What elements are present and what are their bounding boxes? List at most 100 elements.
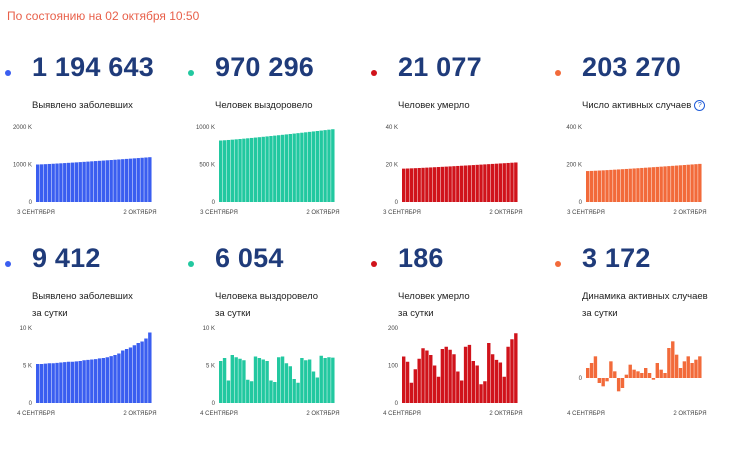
chart-bar [307,359,312,403]
chart-bar [39,364,44,403]
chart-bar [429,355,433,403]
y-tick-label: 0 [395,401,399,407]
stat-value: 1 194 643 [32,52,154,82]
chart-bar [55,362,59,403]
chart-bar [97,160,102,202]
stat-card: 9 412 Выявлено заболевших за сутки 0 5 K 10 K… [2,243,177,433]
y-tick-label: 0 [212,200,216,206]
chart-bar [269,380,273,403]
chart-bar [284,363,289,403]
chart-bar [502,163,506,202]
chart-bar [331,357,335,404]
chart-bar [97,358,102,404]
bar-chart: 0 100 200 4 СЕНТЯБРЯ 2 ОКТЯБРЯ [383,326,522,417]
chart-bar [452,354,456,403]
chart-bar [230,355,234,403]
chart-bar [327,357,331,403]
stat-card: 203 270 Число активных случаев? 0 200 K 400 … [552,52,727,242]
stat-label-line: Человека выздоровело [215,291,319,302]
chart-bar [128,347,133,403]
chart-bar [47,163,51,202]
chart-bar [280,356,285,403]
chart-bar [659,166,663,202]
x-tick-label: 3 СЕНТЯБРЯ [200,210,238,216]
timestamp: По состоянию на 02 октября 10:50 [7,9,200,23]
chart-bar [490,163,495,202]
chart-bar [510,339,514,403]
chart-bar [140,157,144,202]
chart-bar [601,170,605,202]
chart-bar [101,358,106,403]
chart-bar [94,161,98,202]
x-tick-label: 4 СЕНТЯБРЯ [567,411,605,417]
chart-bar [640,167,644,202]
chart-bar [323,358,327,403]
chart-bar [483,164,487,202]
chart-bar [620,378,625,388]
stat-label: Человек умерло [398,97,470,114]
chart-bar [651,378,656,380]
stat-label: Динамика активных случаев за сутки [582,288,708,322]
stat-label-line: за сутки [32,308,68,319]
chart-bar [323,130,327,202]
chart-bar [463,165,468,202]
y-tick-label: 500 K [199,163,215,169]
chart-bar [296,133,300,202]
chart-bar [90,359,94,403]
chart-bar [55,163,59,202]
chart-bar [66,361,71,403]
chart-bar [59,163,63,202]
chart-bar [432,167,437,202]
chart-bar [674,165,679,202]
chart-bar [74,361,79,403]
chart-bar [402,356,406,403]
stat-label-line: за сутки [215,308,251,319]
chart-bar [663,373,667,378]
chart-bar [460,380,464,403]
chart-bar [601,378,605,387]
bullet-icon [5,261,11,267]
chart-bar [230,139,234,202]
chart-bar [698,163,702,202]
chart-bar [694,164,698,202]
bar-chart: 0 4 СЕНТЯБРЯ 2 ОКТЯБРЯ [567,341,707,417]
chart-bar [589,363,594,378]
bar-chart: 0 5 K 10 K 4 СЕНТЯБРЯ 2 ОКТЯБРЯ [200,326,339,417]
chart-bar [593,356,598,378]
chart-bar [319,355,323,403]
stat-value: 21 077 [398,52,482,82]
help-icon[interactable]: ? [694,100,706,111]
stat-value: 3 172 [582,243,651,273]
y-tick-label: 0 [29,200,33,206]
stat-label-line: Выявлено заболевших [32,291,133,302]
chart-bar [269,136,273,202]
chart-bar [292,133,296,202]
chart-bar [448,166,452,202]
chart-bar [647,373,652,378]
chart-bar [593,170,598,202]
chart-bar [402,168,406,203]
bullet-icon [188,261,194,267]
chart-bar [405,168,410,202]
chart-bar [124,349,129,403]
y-tick-label: 400 K [566,125,582,131]
chart-bar [409,168,414,202]
chart-bar [246,138,250,202]
chart-bar [273,135,277,202]
chart-bar [109,356,113,404]
chart-bar [409,382,414,403]
stat-card: 6 054 Человека выздоровело за сутки 0 5 K 10 … [185,243,360,433]
stat-label: Выявлено заболевших за сутки [32,288,133,322]
stat-value: 970 296 [215,52,314,82]
chart-bar [510,162,514,202]
chart-bar [105,357,109,403]
chart-bar [475,365,479,403]
chart-bar [425,167,429,202]
chart-bar [502,376,506,403]
y-tick-label: 5 K [23,364,32,370]
chart-bar [265,361,269,403]
chart-bar [59,362,63,403]
chart-bar [498,362,503,403]
chart-bar [586,368,590,378]
chart-bar [307,131,312,202]
